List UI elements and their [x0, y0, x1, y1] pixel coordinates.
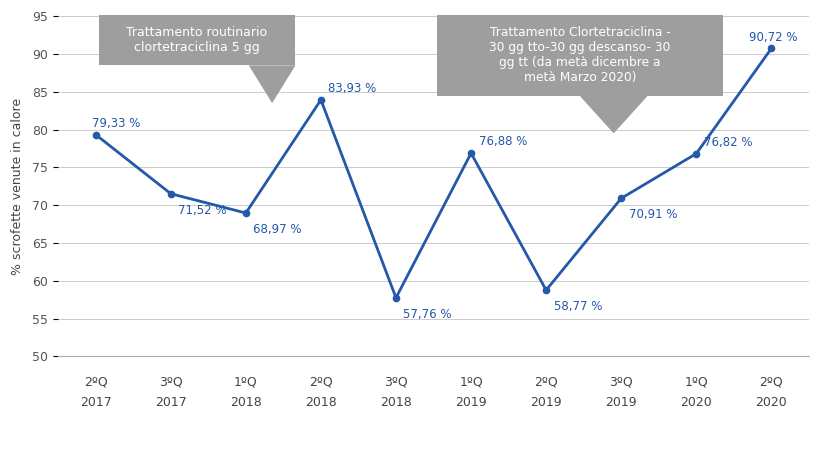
Text: 2017: 2017: [79, 396, 111, 409]
Text: 2019: 2019: [455, 396, 486, 409]
FancyBboxPatch shape: [99, 15, 294, 65]
Text: 1ºQ: 1ºQ: [459, 376, 482, 388]
Text: 57,76 %: 57,76 %: [403, 308, 451, 321]
Text: 90,72 %: 90,72 %: [748, 31, 796, 44]
Y-axis label: % scrofette venute in calore: % scrofette venute in calore: [11, 98, 24, 275]
Text: 2019: 2019: [530, 396, 561, 409]
Text: 1ºQ: 1ºQ: [233, 376, 257, 388]
Text: 71,52 %: 71,52 %: [178, 204, 227, 217]
Text: 3ºQ: 3ºQ: [383, 376, 407, 388]
Text: 2ºQ: 2ºQ: [758, 376, 782, 388]
Text: 2ºQ: 2ºQ: [84, 376, 107, 388]
Text: 1ºQ: 1ºQ: [684, 376, 708, 388]
Text: 3ºQ: 3ºQ: [159, 376, 183, 388]
FancyBboxPatch shape: [437, 15, 722, 96]
Text: 3ºQ: 3ºQ: [609, 376, 632, 388]
Text: 2018: 2018: [305, 396, 337, 409]
Text: 70,91 %: 70,91 %: [628, 208, 676, 222]
Text: 2018: 2018: [380, 396, 411, 409]
Text: 2020: 2020: [680, 396, 711, 409]
Text: 76,88 %: 76,88 %: [478, 135, 527, 148]
Text: 76,82 %: 76,82 %: [703, 136, 751, 149]
Text: 2020: 2020: [754, 396, 786, 409]
Text: Trattamento Clortetraciclina -
30 gg tto-30 gg descanso- 30
gg tt (da metà dicem: Trattamento Clortetraciclina - 30 gg tto…: [489, 26, 670, 84]
Polygon shape: [579, 96, 647, 133]
Text: 2ºQ: 2ºQ: [309, 376, 333, 388]
Text: 2017: 2017: [155, 396, 187, 409]
Text: 68,97 %: 68,97 %: [253, 223, 301, 236]
Text: 58,77 %: 58,77 %: [553, 300, 601, 313]
Text: 79,33 %: 79,33 %: [92, 117, 140, 130]
Text: 2019: 2019: [604, 396, 636, 409]
Text: Trattamento routinario
clortetraciclina 5 gg: Trattamento routinario clortetraciclina …: [126, 26, 267, 54]
Text: 83,93 %: 83,93 %: [328, 82, 376, 95]
Text: 2018: 2018: [229, 396, 261, 409]
Text: 2ºQ: 2ºQ: [534, 376, 558, 388]
Polygon shape: [248, 65, 295, 103]
